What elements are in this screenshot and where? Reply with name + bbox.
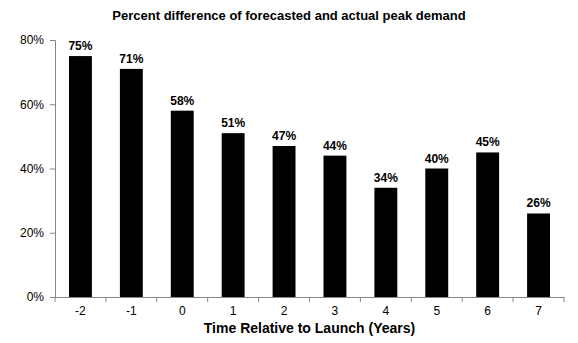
x-axis-title: Time Relative to Launch (Years) bbox=[204, 320, 415, 336]
data-label: 75% bbox=[68, 39, 92, 53]
y-tick-label: 40% bbox=[20, 162, 44, 176]
x-tick: -2 bbox=[75, 297, 86, 318]
x-tick-label: 4 bbox=[383, 304, 390, 318]
y-tick-mark bbox=[50, 40, 55, 41]
x-tick: 6 bbox=[484, 297, 491, 318]
x-tick-label: 1 bbox=[230, 304, 237, 318]
data-label: 47% bbox=[272, 129, 296, 143]
data-label: 44% bbox=[323, 139, 347, 153]
x-separator bbox=[411, 297, 412, 302]
y-axis-line bbox=[50, 41, 56, 298]
x-tick: -1 bbox=[126, 297, 137, 318]
bar bbox=[69, 56, 92, 297]
x-separator bbox=[309, 297, 310, 302]
data-label: 26% bbox=[527, 196, 551, 210]
x-tick-label: 0 bbox=[179, 304, 186, 318]
data-label: 45% bbox=[476, 135, 500, 149]
x-tick: 2 bbox=[281, 297, 288, 318]
chart-title: Percent difference of forecasted and act… bbox=[112, 8, 465, 23]
bar bbox=[425, 169, 448, 298]
y-tick-mark bbox=[50, 233, 55, 234]
x-separator bbox=[55, 297, 56, 302]
y-tick: 20% bbox=[20, 226, 55, 240]
bar bbox=[273, 146, 296, 297]
bar bbox=[527, 213, 550, 297]
x-separator bbox=[258, 297, 259, 302]
plot: 0% 20% 40% 60% 80% -2 -1 0 1 2 3 4 5 6 7 75% 71% 58% 51% 47… bbox=[20, 33, 565, 317]
y-tick-label: 20% bbox=[20, 226, 44, 240]
x-tick-label: 6 bbox=[484, 304, 491, 318]
y-tick-label: 80% bbox=[20, 33, 44, 47]
x-tick: 4 bbox=[383, 297, 390, 318]
data-label: 40% bbox=[425, 152, 449, 166]
x-separator bbox=[513, 297, 514, 302]
x-tick: 3 bbox=[332, 297, 339, 318]
data-labels: 75% 71% 58% 51% 47% 44% 34% 40% 45% 26% bbox=[68, 39, 550, 210]
x-separator bbox=[564, 297, 565, 302]
y-tick-mark bbox=[50, 104, 55, 105]
x-tick: 5 bbox=[433, 297, 440, 318]
y-tick: 40% bbox=[20, 162, 55, 176]
x-tick-label: -1 bbox=[126, 304, 137, 318]
x-tick-label: 7 bbox=[535, 304, 542, 318]
x-separator bbox=[105, 297, 106, 302]
bar bbox=[323, 156, 346, 297]
x-separator bbox=[462, 297, 463, 302]
data-label: 71% bbox=[119, 52, 143, 66]
y-tick-label: 0% bbox=[27, 290, 45, 304]
bar bbox=[374, 188, 397, 297]
data-label: 34% bbox=[374, 171, 398, 185]
x-tick-label: -2 bbox=[75, 304, 86, 318]
x-tick-label: 3 bbox=[332, 304, 339, 318]
x-separator bbox=[207, 297, 208, 302]
x-tick-label: 2 bbox=[281, 304, 288, 318]
chart-container: 0% 20% 40% 60% 80% -2 -1 0 1 2 3 4 5 6 7 75% 71% 58% 51% 47… bbox=[0, 0, 578, 343]
y-tick: 0% bbox=[27, 290, 55, 304]
x-tick: 0 bbox=[179, 297, 186, 318]
data-label: 58% bbox=[170, 94, 194, 108]
y-tick-label: 60% bbox=[20, 98, 44, 112]
x-axis: -2 -1 0 1 2 3 4 5 6 7 bbox=[55, 297, 565, 318]
bar bbox=[120, 69, 143, 297]
data-label: 51% bbox=[221, 116, 245, 130]
bar bbox=[171, 111, 194, 297]
x-tick-label: 5 bbox=[433, 304, 440, 318]
x-separators bbox=[55, 297, 564, 302]
bars bbox=[69, 56, 550, 297]
y-tick-mark bbox=[50, 297, 55, 298]
bar bbox=[476, 152, 499, 297]
y-tick: 80% bbox=[20, 33, 55, 47]
y-tick-mark bbox=[50, 169, 55, 170]
x-tick: 7 bbox=[535, 297, 542, 318]
x-separator bbox=[156, 297, 157, 302]
chart-svg: 0% 20% 40% 60% 80% -2 -1 0 1 2 3 4 5 6 7 75% 71% 58% 51% 47… bbox=[0, 0, 578, 343]
y-axis: 0% 20% 40% 60% 80% bbox=[20, 33, 56, 304]
x-separator bbox=[360, 297, 361, 302]
y-tick: 60% bbox=[20, 98, 55, 112]
x-tick: 1 bbox=[230, 297, 237, 318]
bar bbox=[222, 133, 245, 297]
